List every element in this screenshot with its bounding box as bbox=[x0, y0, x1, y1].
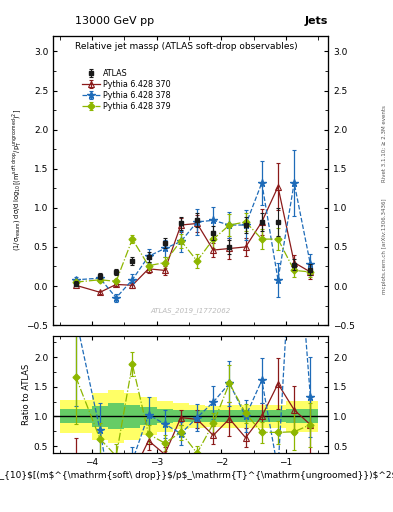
Text: ATLAS_2019_I1772062: ATLAS_2019_I1772062 bbox=[151, 307, 231, 313]
Legend: ATLAS, Pythia 6.428 370, Pythia 6.428 378, Pythia 6.428 379: ATLAS, Pythia 6.428 370, Pythia 6.428 37… bbox=[79, 66, 174, 114]
Text: Rivet 3.1.10; ≥ 2.3M events: Rivet 3.1.10; ≥ 2.3M events bbox=[382, 105, 387, 182]
Text: 13000 GeV pp: 13000 GeV pp bbox=[75, 16, 154, 27]
Y-axis label: (1/σ$_\mathrm{resum}$) dσ/d log$_{10}$[(m$^{\mathrm{soft\ drop}}$/p$_\mathrm{T}^: (1/σ$_\mathrm{resum}$) dσ/d log$_{10}$[(… bbox=[10, 110, 24, 251]
Text: Relative jet massρ (ATLAS soft-drop observables): Relative jet massρ (ATLAS soft-drop obse… bbox=[75, 41, 298, 51]
X-axis label: log$_{10}$[(m$^{\mathrm{soft\ drop}}$/p$_\mathrm{T}^{\mathrm{ungroomed}})$^2$]: log$_{10}$[(m$^{\mathrm{soft\ drop}}$/p$… bbox=[0, 471, 393, 480]
Text: Jets: Jets bbox=[305, 16, 328, 27]
Y-axis label: Ratio to ATLAS: Ratio to ATLAS bbox=[22, 364, 31, 425]
Text: mcplots.cern.ch [arXiv:1306.3436]: mcplots.cern.ch [arXiv:1306.3436] bbox=[382, 198, 387, 293]
